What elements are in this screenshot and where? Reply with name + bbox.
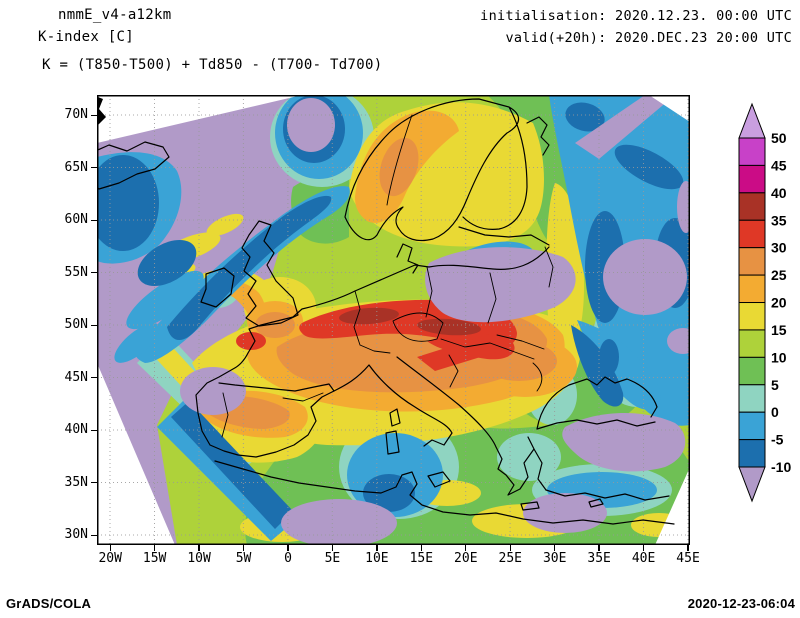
lat-tick-label: 45N [36, 370, 88, 385]
lat-tick-label: 50N [36, 317, 88, 332]
creation-timestamp: 2020-12-23-06:04 [595, 596, 795, 611]
map-region [281, 499, 397, 545]
lon-tick-mark [643, 545, 644, 551]
colorbar-value-label: 35 [771, 212, 787, 228]
lat-tick-mark [91, 535, 97, 536]
lon-tick-label: 5W [222, 551, 266, 566]
map-region [180, 367, 246, 415]
lon-tick-mark [510, 545, 511, 551]
map-region [603, 239, 687, 315]
lon-tick-mark [598, 545, 599, 551]
colorbar-segment [739, 412, 765, 439]
lat-tick-mark [91, 482, 97, 483]
grads-credit: GrADS/COLA [6, 596, 91, 611]
lat-tick-mark [91, 430, 97, 431]
lon-tick-mark [154, 545, 155, 551]
colorbar-value-label: 25 [771, 267, 787, 283]
lon-tick-label: 10W [177, 551, 221, 566]
lon-tick-mark [198, 545, 199, 551]
map-region [287, 98, 335, 152]
colorbar-value-label: 50 [771, 130, 787, 146]
colorbar-segment [739, 138, 765, 165]
lon-tick-mark [332, 545, 333, 551]
lon-tick-label: 5E [310, 551, 354, 566]
lon-tick-mark [376, 545, 377, 551]
colorbar-segment [739, 220, 765, 247]
weather-chart-page: nmmE_v4-a12km K-index [C] K = (T850-T500… [0, 0, 800, 618]
map-plot [97, 95, 690, 545]
formula-line: K = (T850-T500) + Td850 - (T700- Td700) [42, 57, 382, 73]
lat-tick-mark [91, 272, 97, 273]
colorbar-value-label: 0 [771, 404, 779, 420]
colorbar-segment [739, 275, 765, 302]
lon-tick-label: 0 [266, 551, 310, 566]
colorbar-segment [739, 440, 765, 467]
colorbar-below-arrow [739, 467, 765, 501]
lat-tick-label: 65N [36, 160, 88, 175]
colorbar-segment [739, 248, 765, 275]
lon-tick-mark [465, 545, 466, 551]
map-fill-layers [97, 95, 690, 545]
colorbar-value-label: 45 [771, 157, 787, 173]
lon-tick-mark [110, 545, 111, 551]
colorbar-value-label: -5 [771, 432, 784, 448]
lon-tick-label: 20E [444, 551, 488, 566]
colorbar-segment [739, 193, 765, 220]
colorbar-segment [739, 330, 765, 357]
colorbar-above-arrow [739, 104, 765, 138]
colorbar-svg: 50454035302520151050-5-10 [735, 98, 800, 510]
lon-tick-label: 20W [88, 551, 132, 566]
colorbar-segment [739, 385, 765, 412]
colorbar-segment [739, 303, 765, 330]
lon-tick-mark [687, 545, 688, 551]
lat-tick-label: 35N [36, 475, 88, 490]
colorbar-segment [739, 165, 765, 192]
lat-tick-mark [91, 377, 97, 378]
init-time-line: initialisation: 2020.12.23. 00:00 UTC [420, 8, 792, 24]
lon-tick-mark [554, 545, 555, 551]
lon-tick-label: 45E [666, 551, 710, 566]
lon-tick-mark [421, 545, 422, 551]
lon-tick-mark [243, 545, 244, 551]
map-region [599, 339, 619, 375]
lat-tick-label: 40N [36, 422, 88, 437]
colorbar-value-label: 40 [771, 185, 787, 201]
lon-tick-label: 40E [622, 551, 666, 566]
lat-tick-label: 70N [36, 107, 88, 122]
lat-tick-mark [91, 167, 97, 168]
lon-tick-label: 25E [488, 551, 532, 566]
lat-tick-mark [91, 325, 97, 326]
lon-tick-label: 10E [355, 551, 399, 566]
lat-tick-label: 30N [36, 527, 88, 542]
lat-tick-label: 55N [36, 265, 88, 280]
colorbar-value-label: -10 [771, 459, 791, 475]
model-title: nmmE_v4-a12km [58, 7, 171, 23]
lat-tick-mark [91, 115, 97, 116]
colorbar-value-label: 10 [771, 349, 787, 365]
valid-time-line: valid(+20h): 2020.DEC.23 20:00 UTC [420, 30, 792, 46]
lon-tick-label: 30E [533, 551, 577, 566]
lat-tick-mark [91, 220, 97, 221]
colorbar-segment [739, 357, 765, 384]
field-title: K-index [C] [38, 29, 134, 45]
colorbar-value-label: 20 [771, 295, 787, 311]
lon-tick-mark [287, 545, 288, 551]
map-region [523, 493, 607, 533]
colorbar-value-label: 5 [771, 377, 779, 393]
colorbar-legend: 50454035302520151050-5-10 [735, 98, 800, 510]
colorbar-value-label: 30 [771, 240, 787, 256]
lon-tick-label: 15E [399, 551, 443, 566]
lon-tick-label: 35E [577, 551, 621, 566]
colorbar-value-label: 15 [771, 322, 787, 338]
lat-tick-label: 60N [36, 212, 88, 227]
lon-tick-label: 15W [133, 551, 177, 566]
